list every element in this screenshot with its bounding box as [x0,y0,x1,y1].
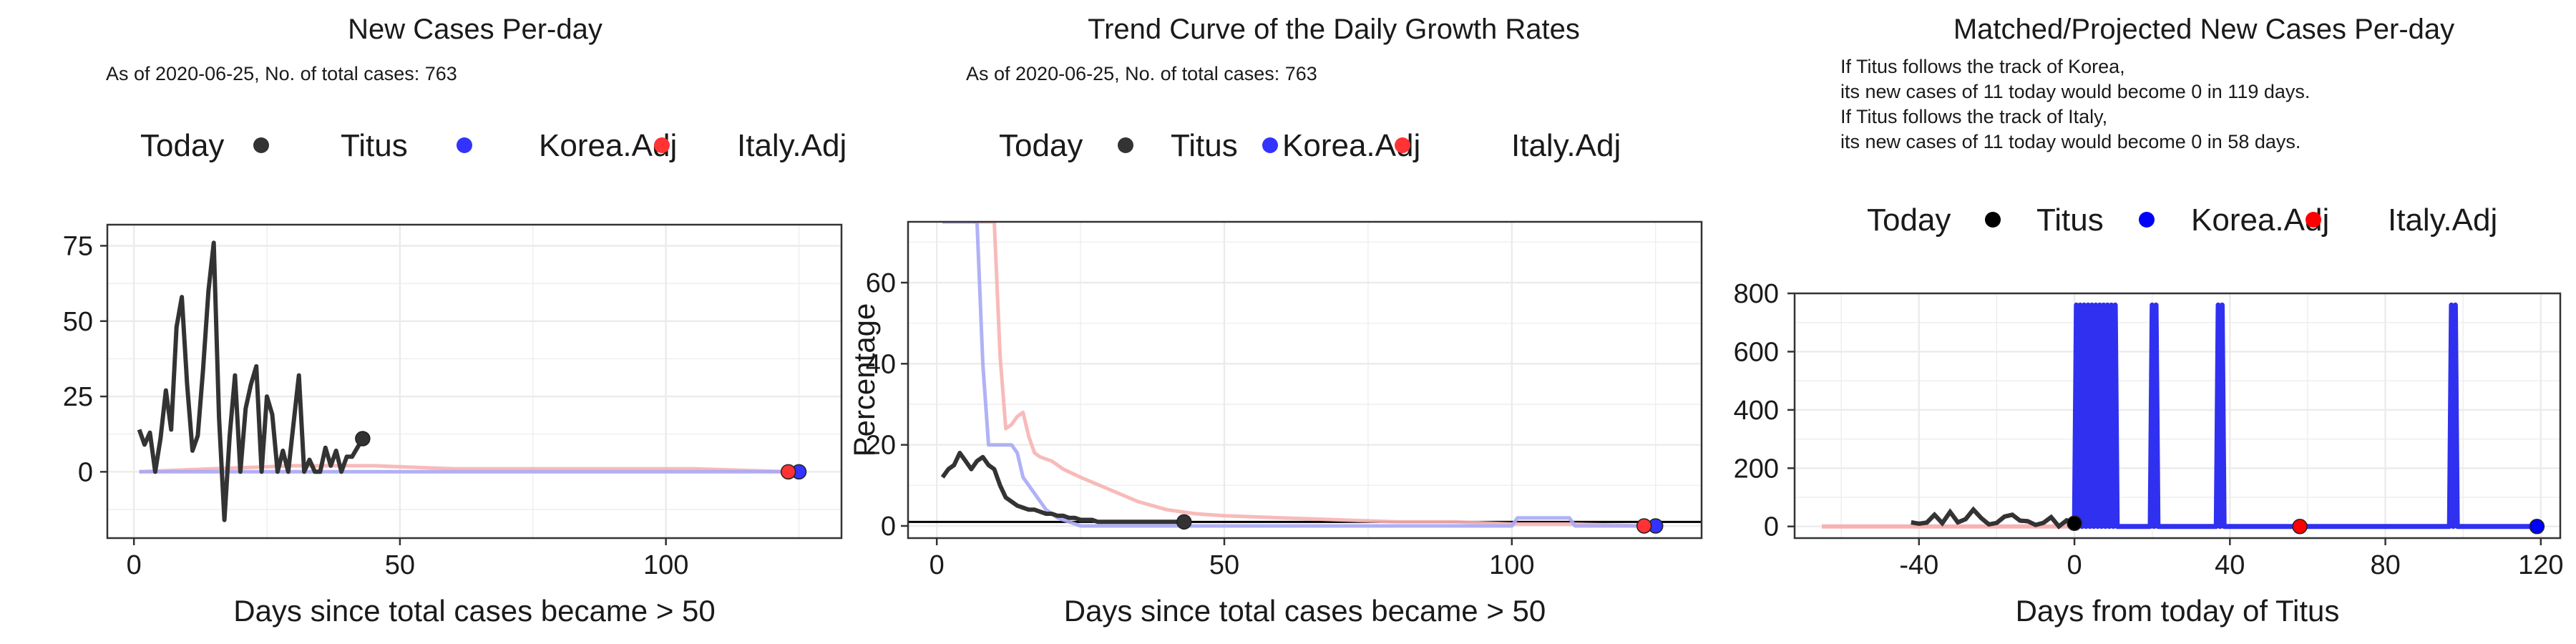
today-point-italy-adj [1636,518,1652,534]
legend-key-italy [1395,137,1410,153]
chart-subtitle-line: its new cases of 11 today would become 0… [1840,81,2310,102]
legend-key-titus [1118,137,1133,153]
y-axis: 0 20 40 60 [866,268,908,542]
today-points [2067,515,2545,535]
x-tick-label: 100 [643,550,688,580]
x-tick-label: 0 [127,550,142,580]
chart-title: Matched/Projected New Cases Per-day [1953,14,2454,45]
y-tick-label: 0 [78,457,93,487]
legend-label-titus: Titus [2036,203,2104,238]
x-tick-label: 0 [2067,550,2082,580]
x-tick-label: 40 [2215,550,2245,580]
chart-panel-1: New Cases Per-day As of 2020-06-25, No. o… [63,14,847,628]
chart-legend: Today Titus Korea.Adj Italy.Adj [140,128,847,163]
y-tick-label: 200 [1734,454,1779,484]
series-line-titus [137,240,365,522]
series-line-titus-top [1911,506,2076,530]
series-line-titus [940,451,1184,525]
x-tick-label: 100 [1489,550,1534,580]
y-axis-label: Percentage [847,303,881,457]
chart-title: New Cases Per-day [348,14,602,45]
today-point-italy-adj [780,464,796,480]
today-points [355,431,807,480]
legend-label-titus: Titus [341,128,408,163]
series-line-italy-adj [942,222,1644,528]
panel-border [1793,292,2562,540]
y-tick-label: 0 [881,512,896,542]
chart-subtitle-line: If Titus follows the track of Italy, [1840,106,2107,127]
today-point-titus [1176,514,1192,530]
y-tick-label: 25 [63,382,93,412]
chart-panel-3: Matched/Projected New Cases Per-day If Ti… [1734,14,2564,628]
today-point-italy-adj [2292,518,2308,535]
today-points [1176,514,1664,534]
x-axis-label: Days from today of Titus [2016,594,2340,628]
y-tick-label: 800 [1734,279,1779,309]
y-tick-label: 400 [1734,396,1779,426]
x-axis-label: Days since total cases became > 50 [1064,594,1546,628]
chart-subtitle: As of 2020-06-25, No. of total cases: 76… [106,63,457,84]
x-tick-label: 50 [385,550,415,580]
legend-title-today: Today [1867,203,1951,238]
series-lines [137,240,799,522]
x-tick-label: 80 [2370,550,2400,580]
today-point-titus [2067,515,2082,531]
panel-border [907,220,1703,540]
grid-lines [908,222,1702,538]
chart-subtitle-line: If Titus follows the track of Korea, [1840,56,2125,77]
chart-legend: Today Titus Korea.Adj Italy.Adj [1867,203,2497,238]
y-tick-label: 20 [866,431,896,461]
legend-key-korea [2139,212,2155,228]
x-axis: 0 50 100 [127,538,688,580]
panel-border [106,223,843,540]
x-tick-label: -40 [1899,550,1938,580]
y-tick-label: 60 [866,268,896,298]
series-line-korea-adj [2072,302,2537,530]
x-tick-label: 120 [2518,550,2563,580]
x-tick-label: 50 [1209,550,1239,580]
legend-title-today: Today [999,128,1083,163]
legend-label-italy: Italy.Adj [1511,128,1621,163]
today-point-korea-adj [2529,518,2545,535]
chart-legend: Today Titus Korea.Adj Italy.Adj [999,128,1621,163]
y-tick-label: 600 [1734,337,1779,367]
y-axis: 0 25 50 75 [63,231,107,487]
chart-panel-2: Trend Curve of the Daily Growth Rates As … [847,14,1703,628]
x-axis-label: Days since total cases became > 50 [233,594,716,628]
chart-subtitle: As of 2020-06-25, No. of total cases: 76… [966,63,1317,84]
y-tick-label: 40 [866,349,896,379]
legend-label-italy: Italy.Adj [2388,203,2497,238]
x-axis: -40 0 40 80 120 [1899,538,2564,580]
y-axis: 0 200 400 600 800 [1734,279,1795,542]
x-tick-label: 0 [930,550,945,580]
today-point-titus [355,431,371,447]
x-axis: 0 50 100 [930,538,1535,580]
legend-key-italy [654,137,670,153]
legend-key-titus [253,137,269,153]
chart-title: Trend Curve of the Daily Growth Rates [1088,14,1580,45]
legend-title-today: Today [140,128,224,163]
legend-key-italy [2306,212,2321,228]
legend-label-italy: Italy.Adj [737,128,847,163]
series-lines [940,222,1656,528]
y-tick-label: 75 [63,231,93,261]
y-tick-label: 0 [1764,512,1779,542]
y-tick-label: 50 [63,307,93,337]
legend-key-korea [1262,137,1278,153]
legend-key-titus [1985,212,2001,228]
legend-key-korea [457,137,472,153]
series-line-korea-adj [942,222,1656,528]
series-lines [1822,302,2537,530]
chart-subtitle-line: its new cases of 11 today would become 0… [1840,131,2301,152]
grid-lines [107,225,841,538]
legend-label-titus: Titus [1171,128,1238,163]
